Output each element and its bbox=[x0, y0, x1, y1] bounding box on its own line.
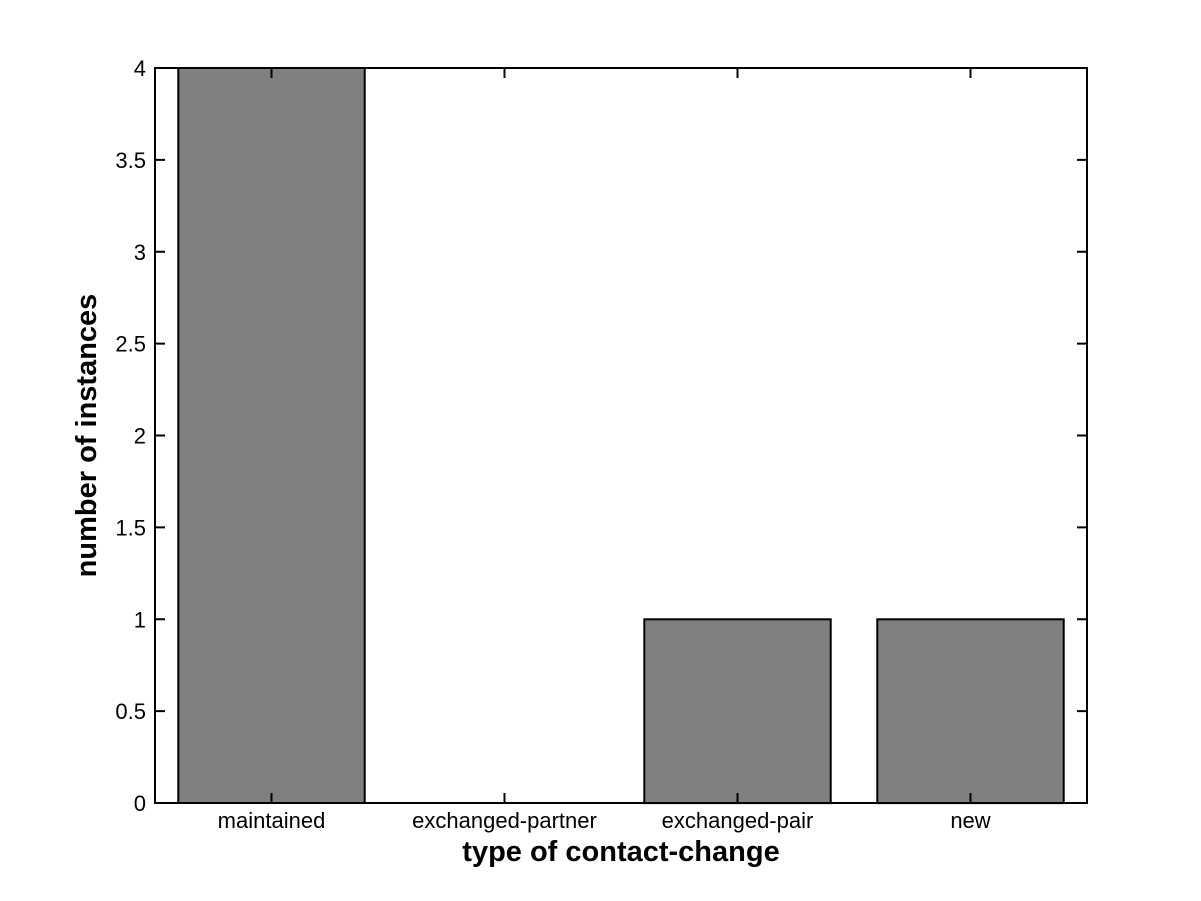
bar-new bbox=[876, 618, 1065, 805]
y-tick-label: 2.5 bbox=[115, 332, 146, 357]
bar-maintained bbox=[177, 67, 366, 804]
y-tick-label: 0.5 bbox=[115, 699, 146, 724]
y-axis-label: number of instances bbox=[71, 294, 103, 578]
y-tick-label: 3 bbox=[134, 240, 146, 265]
y-tick-label: 4 bbox=[134, 56, 146, 81]
y-tick-label: 2 bbox=[134, 424, 146, 449]
plot-box bbox=[154, 67, 1088, 804]
x-tick-label: new bbox=[950, 808, 990, 833]
x-tick-label: exchanged-pair bbox=[662, 808, 814, 833]
tick-labels-layer: 0 0.5 1 1.5 2 2.5 3 3.5 4 maintained exchanged-par… bbox=[115, 56, 990, 833]
bar-exchanged-pair bbox=[643, 618, 832, 805]
x-tick-label: exchanged-partner bbox=[412, 808, 597, 833]
x-tick-label: maintained bbox=[218, 808, 326, 833]
y-tick-label: 3.5 bbox=[115, 148, 146, 173]
axes-layer bbox=[154, 67, 1088, 804]
bars-layer bbox=[177, 67, 1065, 805]
y-tick-label: 1.5 bbox=[115, 515, 146, 540]
x-axis-label: type of contact-change bbox=[462, 836, 779, 868]
y-tick-label: 0 bbox=[134, 791, 146, 816]
y-tick-label: 1 bbox=[134, 607, 146, 632]
